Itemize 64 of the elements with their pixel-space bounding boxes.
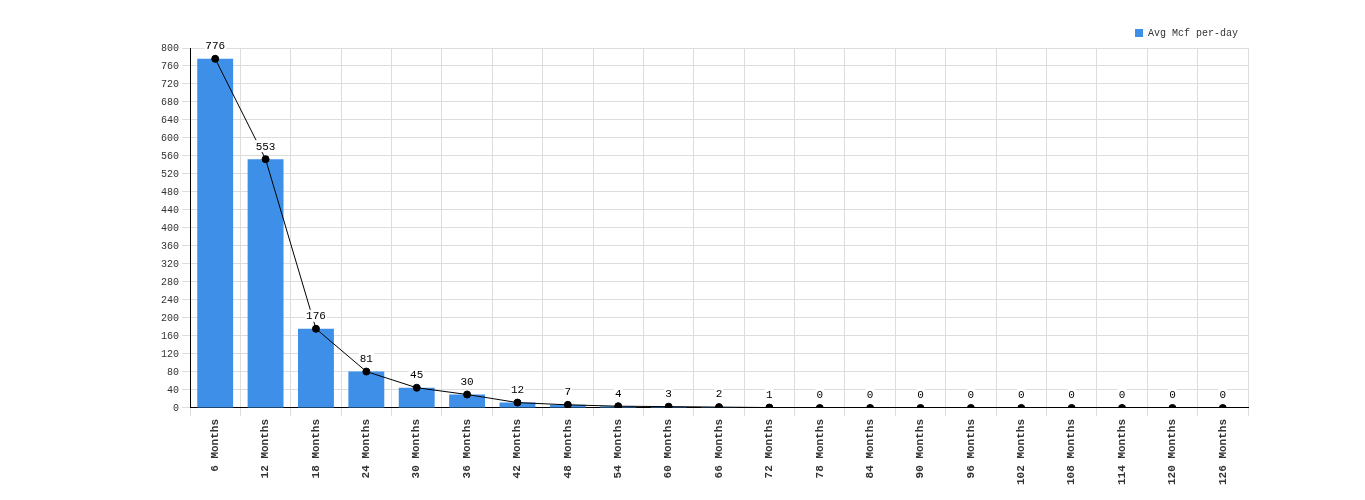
y-tick-label: 320 bbox=[160, 258, 179, 270]
x-tick-label: 60 Months bbox=[662, 418, 675, 479]
data-label: 1 bbox=[766, 388, 774, 401]
x-tick-label: 72 Months bbox=[763, 418, 776, 479]
data-label: 0 bbox=[1068, 389, 1075, 402]
y-tick-label: 200 bbox=[160, 312, 179, 324]
data-label: 4 bbox=[614, 387, 622, 400]
x-tick-label: 42 Months bbox=[511, 418, 524, 479]
y-tick-label: 40 bbox=[166, 384, 179, 396]
y-tick-label: 280 bbox=[160, 276, 179, 288]
y-tick-label: 560 bbox=[160, 150, 179, 162]
y-tick-label: 480 bbox=[160, 186, 179, 198]
data-label: 45 bbox=[410, 369, 424, 382]
data-label: 0 bbox=[917, 389, 924, 402]
x-tick-label: 78 Months bbox=[813, 418, 826, 479]
data-label: 7 bbox=[564, 386, 572, 399]
data-label: 0 bbox=[1118, 389, 1126, 402]
x-tick-label: 36 Months bbox=[460, 418, 473, 479]
data-label: 81 bbox=[359, 352, 374, 365]
x-tick-label: 96 Months bbox=[964, 418, 977, 479]
legend-label: Avg Mcf per-day bbox=[1147, 27, 1238, 39]
data-label: 0 bbox=[1219, 389, 1227, 402]
x-tick-label: 30 Months bbox=[410, 418, 423, 479]
data-label: 0 bbox=[1169, 389, 1176, 402]
x-tick-label: 102 Months bbox=[1015, 418, 1028, 485]
x-tick-label: 54 Months bbox=[612, 418, 625, 479]
x-tick-label: 48 Months bbox=[561, 418, 574, 479]
x-tick-label: 24 Months bbox=[360, 418, 373, 479]
y-tick-label: 160 bbox=[160, 330, 179, 342]
y-tick-label: 400 bbox=[160, 222, 179, 234]
data-label: 0 bbox=[1017, 389, 1025, 402]
x-tick-label: 126 Months bbox=[1216, 418, 1229, 485]
y-tick-label: 760 bbox=[160, 60, 179, 72]
y-tick-label: 0 bbox=[172, 402, 179, 414]
data-label: 30 bbox=[460, 375, 474, 388]
x-tick-label: 90 Months bbox=[914, 418, 927, 479]
x-tick-label: 114 Months bbox=[1115, 418, 1128, 485]
data-label: 0 bbox=[816, 389, 824, 402]
y-tick-label: 720 bbox=[160, 78, 179, 90]
data-label: 3 bbox=[665, 388, 672, 401]
data-label: 776 bbox=[205, 40, 226, 53]
y-tick-label: 80 bbox=[166, 366, 179, 378]
y-tick-label: 360 bbox=[160, 240, 179, 252]
x-tick-label: 6 Months bbox=[208, 418, 221, 472]
y-tick-label: 440 bbox=[160, 204, 179, 216]
x-tick-label: 12 Months bbox=[259, 418, 272, 479]
x-tick-label: 18 Months bbox=[309, 418, 322, 479]
data-label: 0 bbox=[866, 389, 874, 402]
y-tick-label: 520 bbox=[160, 168, 179, 180]
x-tick-label: 108 Months bbox=[1065, 418, 1078, 485]
data-label: 2 bbox=[715, 388, 723, 401]
data-label: 176 bbox=[306, 310, 326, 323]
y-tick-label: 800 bbox=[160, 42, 179, 54]
x-tick-label: 66 Months bbox=[712, 418, 725, 479]
data-label: 12 bbox=[510, 384, 525, 396]
data-label: 0 bbox=[967, 389, 975, 402]
y-tick-label: 120 bbox=[160, 348, 179, 360]
y-tick-label: 240 bbox=[160, 294, 179, 306]
x-tick-label: 84 Months bbox=[863, 418, 876, 479]
y-tick-label: 680 bbox=[160, 96, 179, 108]
y-tick-label: 600 bbox=[160, 132, 179, 144]
y-tick-label: 640 bbox=[160, 114, 179, 126]
x-tick-label: 120 Months bbox=[1166, 418, 1179, 485]
data-label: 553 bbox=[255, 140, 276, 153]
